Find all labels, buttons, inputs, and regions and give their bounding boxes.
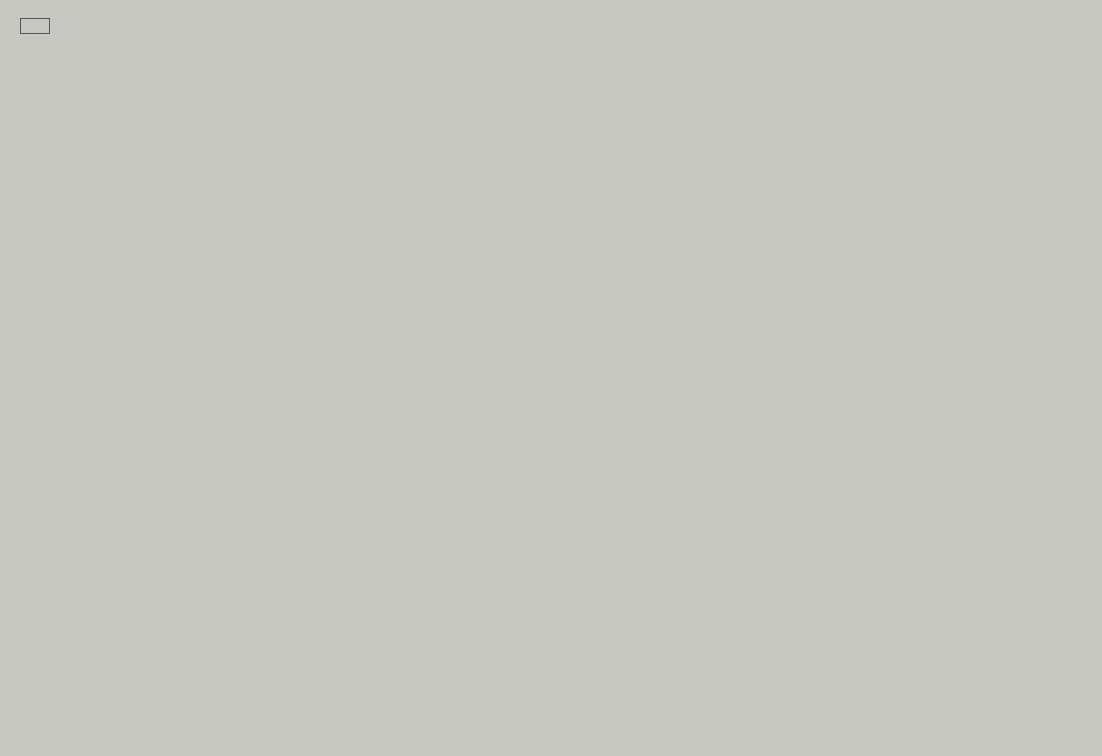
connection-lines	[0, 0, 1102, 756]
title-box	[20, 18, 50, 34]
